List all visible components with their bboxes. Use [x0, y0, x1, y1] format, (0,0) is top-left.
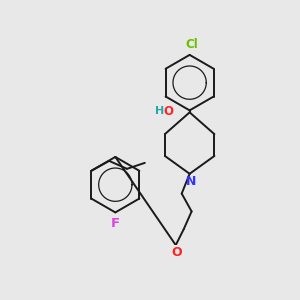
Text: O: O	[164, 105, 174, 118]
Text: O: O	[171, 246, 182, 259]
Text: Cl: Cl	[185, 38, 198, 51]
Text: F: F	[111, 218, 120, 230]
Text: N: N	[185, 175, 196, 188]
Text: H: H	[155, 106, 164, 116]
